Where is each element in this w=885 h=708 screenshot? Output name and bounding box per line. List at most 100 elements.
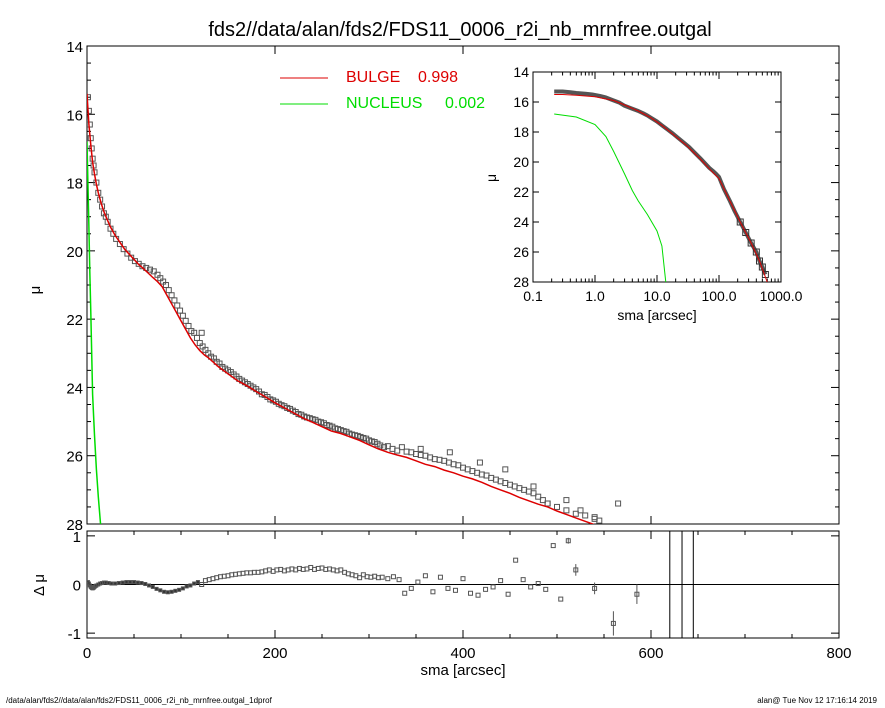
inset-bulge-line	[554, 94, 768, 282]
residual-y-tick-label: 0	[73, 578, 81, 595]
residual-point	[483, 586, 489, 592]
main-data-point	[582, 512, 589, 519]
residual-point	[120, 580, 125, 585]
residual-x-tick-label: 600	[638, 645, 663, 662]
inset-y-tick-label: 28	[513, 274, 529, 290]
residual-point	[357, 575, 363, 581]
main-data-point	[377, 442, 384, 449]
residual-point	[379, 574, 385, 580]
main-outlier-point	[615, 500, 622, 507]
main-data-point	[381, 444, 388, 451]
main-y-tick-label: 26	[66, 449, 83, 466]
bulge-model-line	[87, 93, 595, 524]
main-outlier-point	[530, 483, 537, 490]
residual-point	[147, 583, 152, 588]
main-data-point	[146, 266, 153, 273]
main-outlier-point	[476, 459, 483, 466]
main-outlier-point	[563, 497, 570, 504]
inset-x-tick-label: 0.1	[523, 288, 543, 304]
main-y-tick-label: 22	[66, 312, 83, 329]
main-data-point	[398, 444, 405, 451]
residual-point	[565, 538, 571, 544]
main-outlier-point	[502, 466, 509, 473]
main-data-point	[539, 497, 546, 504]
residual-point	[422, 573, 428, 579]
main-data-point	[128, 254, 135, 261]
residual-point	[195, 580, 200, 585]
residual-point	[535, 581, 541, 587]
residual-point	[543, 586, 549, 592]
residual-point	[437, 574, 443, 580]
residual-point	[513, 557, 519, 563]
main-outlier-point	[591, 515, 598, 522]
residual-point	[445, 585, 451, 591]
residual-point	[150, 584, 155, 589]
residual-x-axis-label: sma [arcsec]	[420, 662, 505, 679]
residual-point	[460, 576, 466, 582]
residual-point	[385, 576, 391, 582]
inset-x-tick-label: 1000.0	[760, 288, 803, 304]
residual-point	[520, 577, 526, 583]
footer-user-timestamp: alan@ Tue Nov 12 17:16:14 2019	[757, 696, 877, 705]
residual-point	[573, 567, 579, 573]
residual-point	[180, 586, 185, 591]
residual-point	[402, 590, 408, 596]
legend-nucleus-label: NUCLEUS	[346, 95, 422, 112]
main-y-tick-label: 18	[66, 176, 83, 193]
inset-y-tick-label: 22	[513, 184, 529, 200]
main-data-point	[554, 503, 560, 510]
residual-point	[165, 590, 170, 595]
main-y-tick-label: 16	[66, 107, 83, 124]
residual-point	[468, 590, 474, 596]
main-data-point	[182, 317, 189, 324]
residual-point	[177, 587, 182, 592]
residual-point	[634, 591, 640, 597]
residual-point	[592, 585, 598, 591]
main-data-point	[150, 268, 157, 275]
main-y-axis: 14 16 18 20 22 24 26 28	[66, 39, 840, 534]
residual-point	[143, 582, 148, 587]
inset-x-tick-label: 10.0	[643, 288, 670, 304]
residual-point	[452, 587, 458, 593]
main-y-axis-label: μ	[27, 286, 44, 295]
residual-point	[610, 620, 616, 626]
inset-outer-point	[736, 218, 744, 226]
residual-point	[109, 581, 114, 586]
residual-point	[188, 583, 193, 588]
main-data-point	[530, 490, 537, 497]
residual-point	[490, 584, 496, 590]
inset-axes: 14 16 18 20 22 24 26 280.1 1.0 10.0 100.0 1000.0	[513, 64, 802, 304]
residual-x-tick-label: 800	[826, 645, 851, 662]
residual-point	[135, 580, 140, 585]
main-data-point	[535, 493, 542, 500]
residual-point	[498, 578, 504, 584]
residual-point	[396, 577, 402, 583]
residual-y-tick-label: -1	[68, 626, 81, 643]
nucleus-model-line	[87, 141, 102, 524]
main-data-point	[165, 287, 172, 294]
residual-point	[415, 579, 421, 585]
inset-x-axis-label: sma [arcsec]	[617, 307, 696, 323]
main-data-point	[168, 292, 175, 299]
residual-point	[199, 582, 205, 587]
residual-point	[154, 586, 159, 591]
inset-y-axis-label: μ	[483, 174, 499, 182]
residual-point	[124, 580, 129, 585]
main-data-point	[394, 447, 401, 454]
residual-point	[128, 580, 133, 585]
main-data-point	[179, 312, 186, 319]
residual-x-tick-label: 400	[450, 645, 475, 662]
residual-point	[192, 581, 197, 586]
main-data-point	[563, 507, 570, 514]
residual-points	[87, 537, 640, 636]
residual-point	[558, 596, 564, 602]
footer-file-path: /data/alan/fds2//data/alan/fds2/FDS11_00…	[6, 696, 273, 705]
residual-point	[139, 581, 144, 586]
residual-point	[113, 581, 118, 586]
main-y-tick-label: 20	[66, 244, 83, 261]
residual-point	[430, 589, 436, 595]
residual-point	[528, 584, 534, 590]
main-outlier-point	[417, 445, 424, 452]
chart-title: fds2//data/alan/fds2/FDS11_0006_r2i_nb_m…	[208, 19, 711, 41]
